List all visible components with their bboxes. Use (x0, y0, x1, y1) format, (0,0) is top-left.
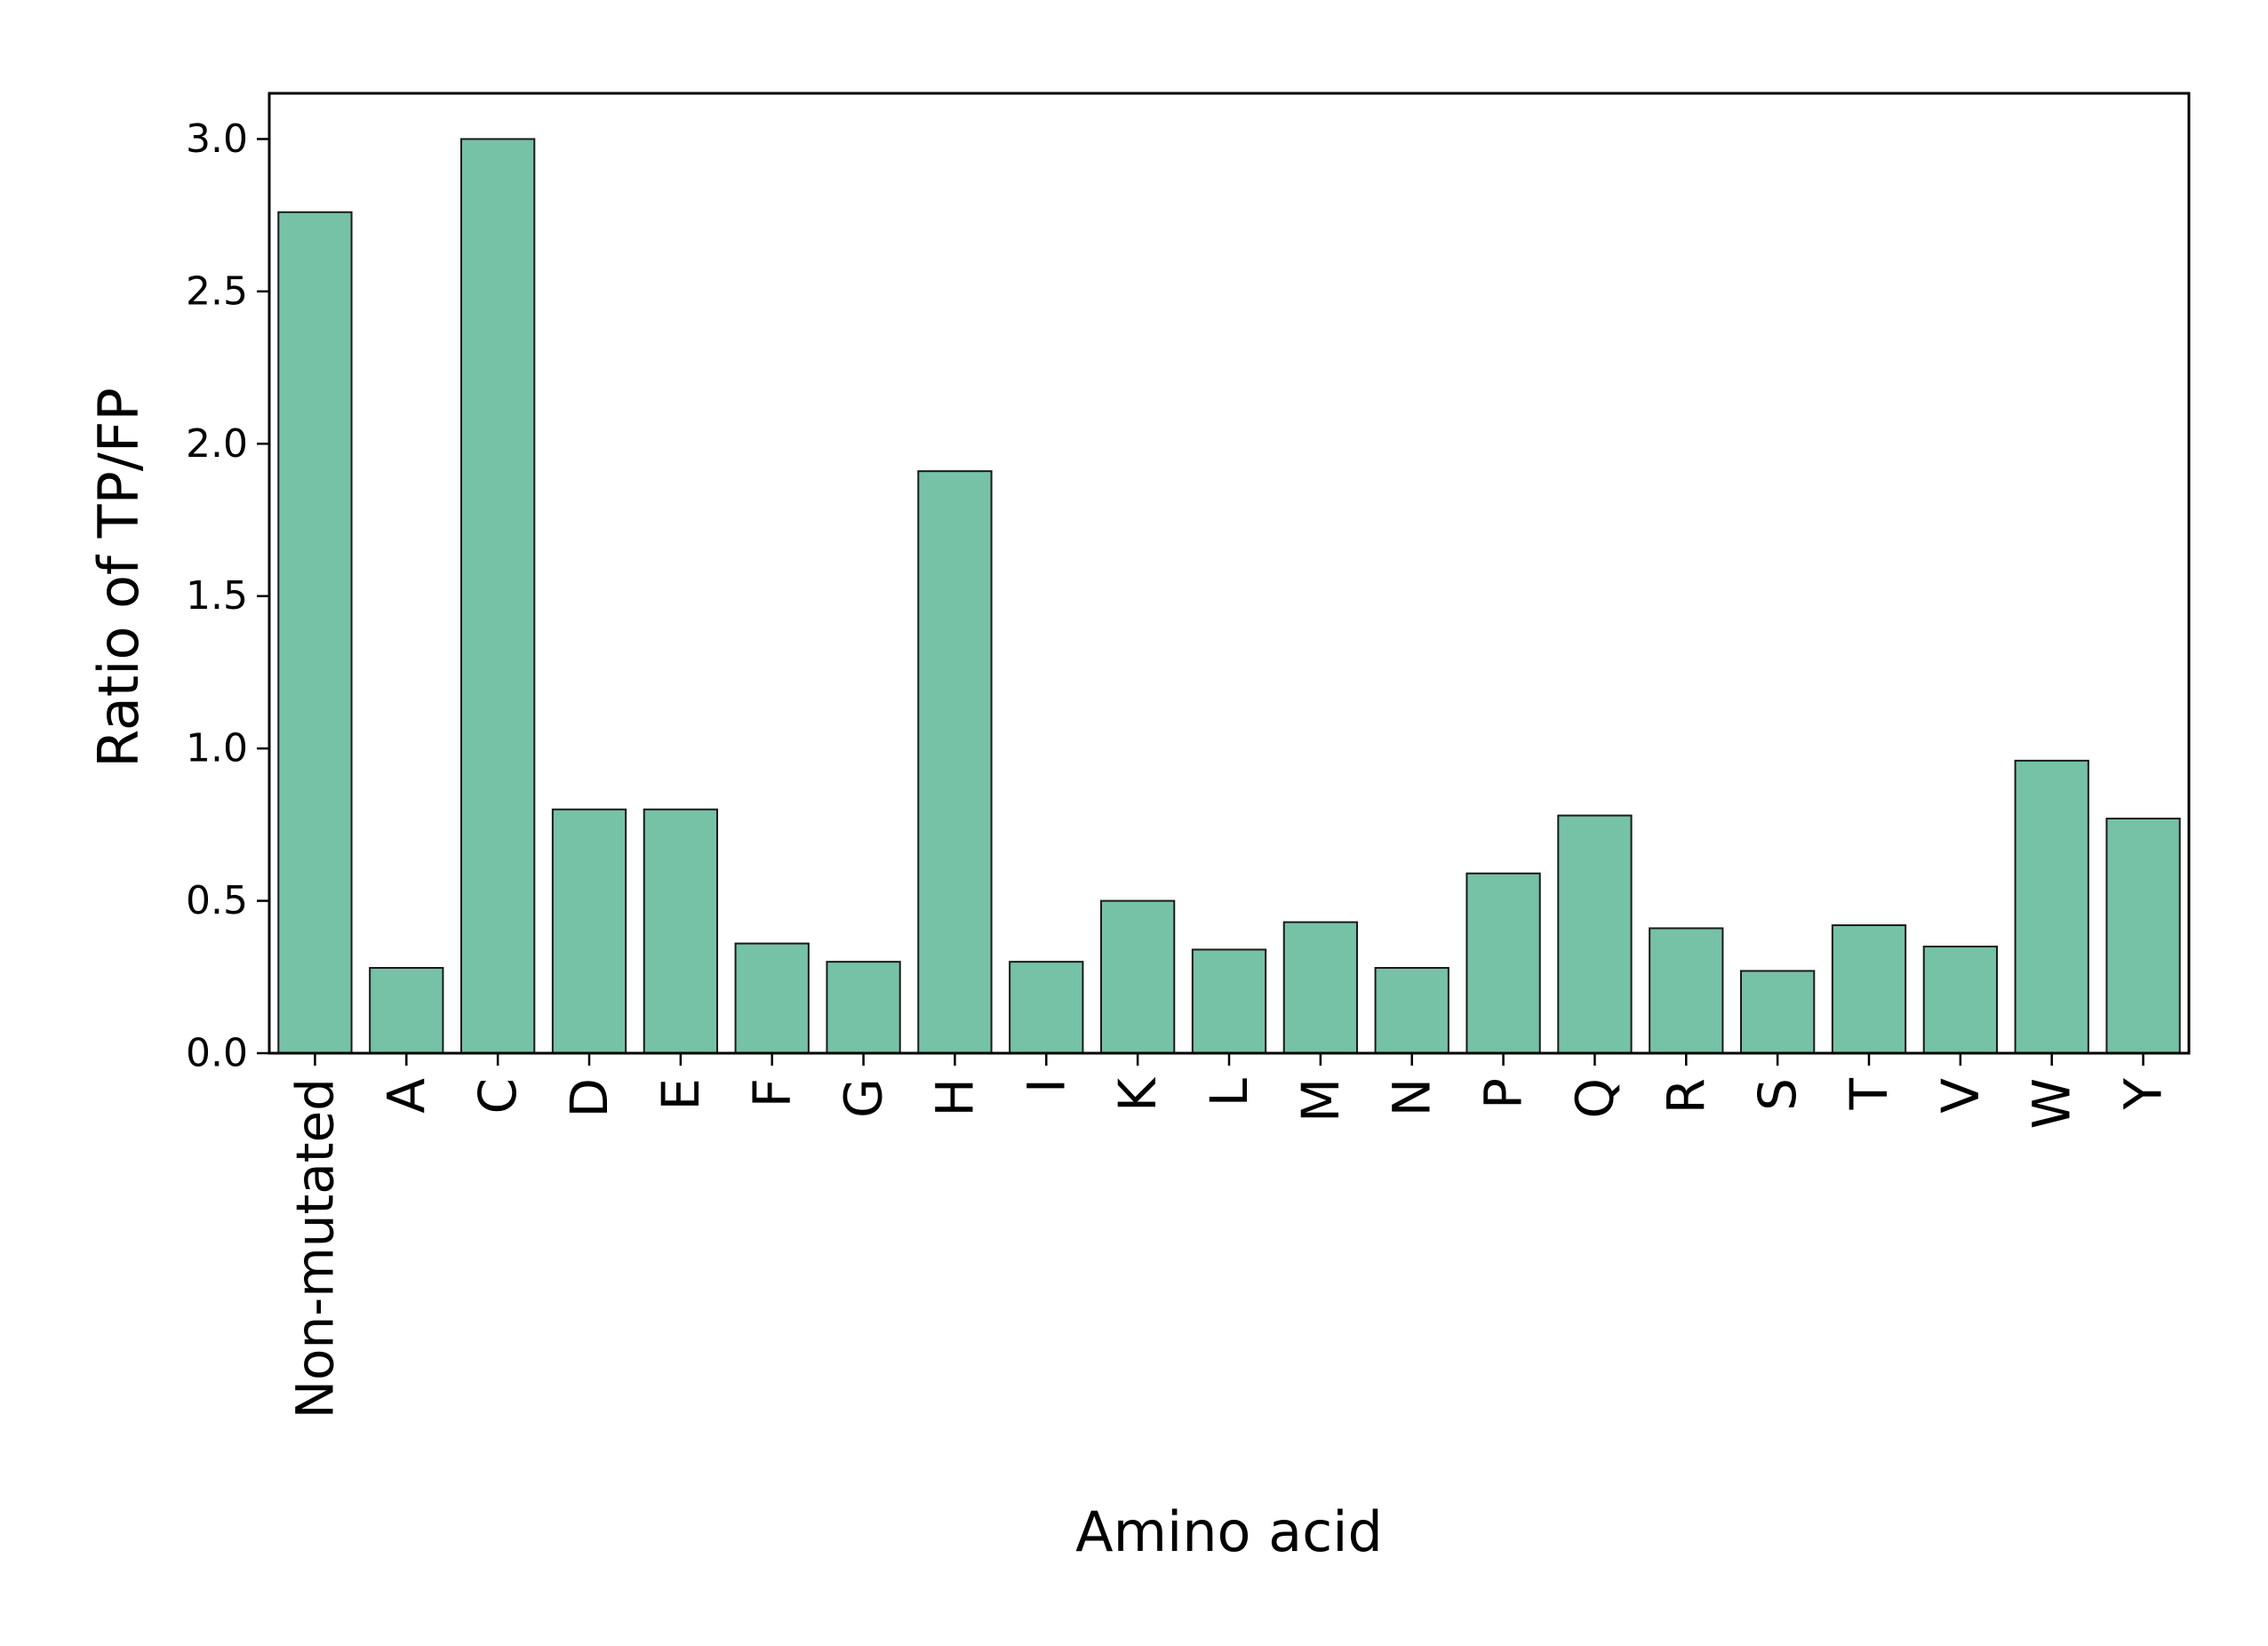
x-tick-label: W (2022, 1078, 2082, 1129)
x-tick-label: P (1473, 1078, 1534, 1109)
x-tick-label: T (1839, 1077, 1899, 1110)
y-tick-label: 2.5 (186, 268, 248, 314)
bar-k (1100, 899, 1176, 1054)
y-tick-label: 0.0 (186, 1031, 248, 1076)
bar-q (1557, 814, 1633, 1054)
x-tick-label: M (1290, 1078, 1351, 1123)
x-tick-label: S (1747, 1078, 1808, 1111)
bar-y (2105, 818, 2181, 1054)
y-tick-label: 1.0 (186, 726, 248, 771)
bar-h (917, 470, 993, 1054)
x-axis-ticks: Non-mutated A C D E F G H I K L M N P Q R S T V W Y (284, 1053, 2174, 1418)
y-tick-label: 3.0 (186, 116, 248, 162)
bar-w (2014, 759, 2089, 1054)
bar-c (460, 138, 536, 1054)
x-tick-label: D (559, 1078, 619, 1118)
bar-m (1282, 921, 1358, 1054)
x-tick-label: R (1656, 1078, 1716, 1114)
x-tick-label: C (467, 1078, 528, 1115)
y-axis-ticks: 0.0 0.5 1.0 1.5 2.0 2.5 3.0 (186, 116, 269, 1076)
plot-frame (268, 92, 2191, 1055)
bar-non-mutated (277, 211, 353, 1054)
y-tick-label: 2.0 (186, 421, 248, 467)
bar-d (551, 808, 627, 1054)
x-tick-label: A (376, 1078, 436, 1114)
x-tick-label: K (1107, 1076, 1168, 1112)
x-tick-label: F (742, 1078, 803, 1107)
x-tick-label: I (1016, 1078, 1076, 1093)
x-tick-label: Q (1564, 1078, 1625, 1119)
x-tick-label: Y (2113, 1077, 2174, 1110)
x-tick-label: G (834, 1078, 894, 1118)
x-tick-label: H (924, 1078, 985, 1117)
bar-e (643, 808, 719, 1054)
bar-r (1649, 927, 1724, 1055)
bar-s (1740, 970, 1816, 1055)
bar-i (1009, 961, 1084, 1054)
bar-a (369, 967, 444, 1054)
x-tick-label: N (1382, 1078, 1442, 1116)
y-axis-label: Ratio of TP/FP (86, 388, 151, 768)
bar-l (1191, 948, 1267, 1055)
bar-g (826, 961, 901, 1054)
x-tick-label: E (651, 1078, 711, 1111)
x-tick-label: V (1930, 1078, 1991, 1114)
bar-t (1831, 924, 1907, 1054)
x-axis-label: Amino acid (1075, 1499, 1383, 1564)
bars-group (277, 138, 2181, 1055)
bar-n (1374, 967, 1449, 1054)
y-tick-label: 1.5 (186, 573, 248, 619)
bar-f (734, 942, 810, 1054)
y-tick-label: 0.5 (186, 878, 248, 923)
bar-p (1465, 872, 1541, 1055)
x-tick-label: L (1199, 1078, 1259, 1107)
x-tick-label: Non-mutated (284, 1078, 345, 1418)
bar-v (1922, 946, 1999, 1054)
